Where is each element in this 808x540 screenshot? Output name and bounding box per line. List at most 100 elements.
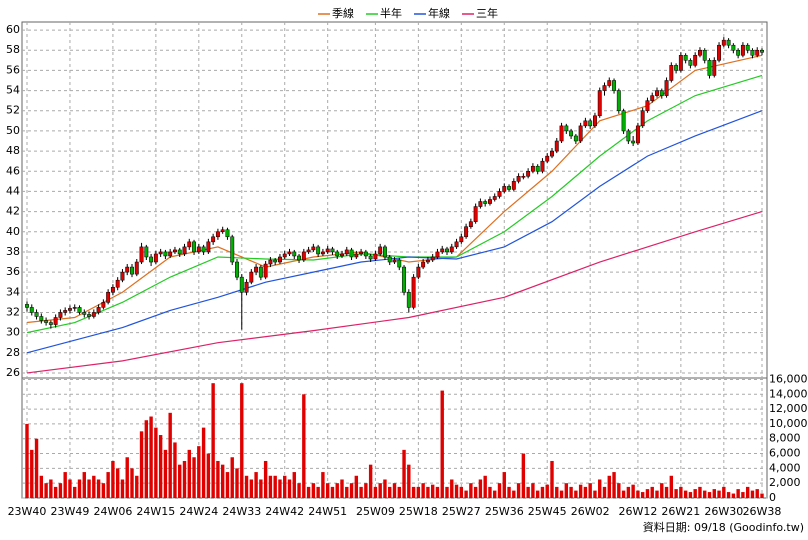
volume-bar [430, 484, 435, 498]
volume-bar [454, 484, 459, 498]
volume-bar [416, 486, 421, 498]
y-tick-label: 32 [6, 305, 20, 318]
y-tick-label: 48 [6, 144, 20, 157]
x-tick-label: 25W09 [356, 505, 395, 518]
candle-body [48, 322, 53, 325]
candle-body [344, 249, 349, 255]
volume-tick-label: 2,000 [769, 476, 801, 489]
volume-bar [197, 446, 201, 498]
candle-body [187, 241, 192, 248]
candle-body [674, 65, 679, 71]
candle-body [39, 316, 44, 321]
candle-body [488, 199, 492, 204]
volume-bar [254, 472, 258, 498]
candle-body [196, 246, 201, 253]
candle-body [282, 253, 287, 258]
candle-body [564, 125, 569, 132]
volume-bar [741, 492, 745, 498]
volume-bar [440, 390, 444, 498]
x-tick-label: 25W27 [442, 505, 481, 518]
candle-body [459, 236, 464, 243]
candle-body [449, 246, 454, 253]
candle-body [225, 229, 230, 238]
candle-body [717, 44, 721, 61]
volume-bar [77, 479, 82, 498]
x-tick-label: 24W15 [136, 505, 175, 518]
volume-bar [612, 472, 616, 498]
y-tick-label: 50 [6, 124, 20, 137]
candle-body [29, 307, 34, 313]
candle-body [158, 251, 163, 255]
volume-bar [158, 435, 163, 498]
y-tick-label: 54 [6, 84, 20, 97]
volume-bar [698, 486, 702, 498]
y-tick-label: 38 [6, 245, 20, 258]
volume-bar [230, 457, 234, 498]
volume-bar [402, 449, 406, 498]
candle-body [683, 55, 688, 61]
volume-bar [683, 490, 688, 498]
volume-bar [106, 472, 110, 498]
candle-body [602, 85, 607, 91]
y-tick-label: 58 [6, 43, 20, 56]
volume-bar [731, 493, 736, 498]
legend-label: 年線 [428, 6, 450, 20]
volume-bar [287, 479, 292, 498]
candle-body [573, 135, 578, 142]
candle-body [397, 259, 402, 268]
candle-body [125, 266, 130, 273]
candle-body [120, 271, 125, 281]
x-tick-label: 26W02 [571, 505, 610, 518]
candle-body [316, 246, 321, 255]
candle-body [411, 276, 416, 308]
volume-bar [507, 486, 511, 498]
x-tick-label: 26W12 [618, 505, 657, 518]
candle-body [63, 310, 68, 313]
volume-bar [717, 490, 721, 498]
y-tick-label: 44 [6, 184, 20, 197]
candle-body [168, 251, 173, 257]
x-tick-label: 23W40 [8, 505, 47, 518]
volume-bar [149, 416, 153, 498]
candle-body [502, 186, 507, 192]
volume-bar [626, 486, 631, 498]
candle-body [559, 125, 564, 142]
candle-body [106, 292, 111, 303]
candle-body [330, 248, 335, 253]
y-tick-label: 36 [6, 265, 20, 278]
volume-bar [703, 490, 707, 498]
volume-bar [306, 486, 311, 498]
volume-tick-label: 10,000 [769, 417, 808, 430]
candle-body [698, 49, 702, 56]
x-tick-label: 26W30 [704, 505, 743, 518]
volume-bar [345, 486, 349, 498]
volume-bar [273, 475, 277, 498]
volume-tick-label: 6,000 [769, 447, 801, 460]
volume-bar [53, 486, 58, 498]
y-tick-label: 52 [6, 104, 20, 117]
candle-body [82, 312, 87, 315]
volume-bar [240, 383, 244, 498]
candle-body [631, 140, 636, 144]
volume-bar [244, 475, 249, 498]
candle-body [607, 80, 612, 86]
candle-body [173, 249, 177, 253]
candle-body [130, 266, 134, 275]
volume-bar [201, 427, 206, 498]
candle-body [359, 251, 364, 255]
volume-bar [497, 483, 502, 498]
volume-bar [488, 486, 492, 498]
candle-body [268, 259, 273, 265]
candle-body [263, 263, 268, 278]
volume-bar [144, 420, 149, 498]
candle-body [569, 130, 574, 137]
volume-bar [521, 453, 526, 498]
candle-body [87, 314, 91, 317]
volume-bar [120, 479, 125, 498]
volume-bar [368, 464, 373, 498]
volume-bar [125, 457, 129, 498]
volume-bar [297, 483, 301, 498]
candle-body [712, 60, 717, 76]
y-tick-label: 60 [6, 23, 20, 36]
